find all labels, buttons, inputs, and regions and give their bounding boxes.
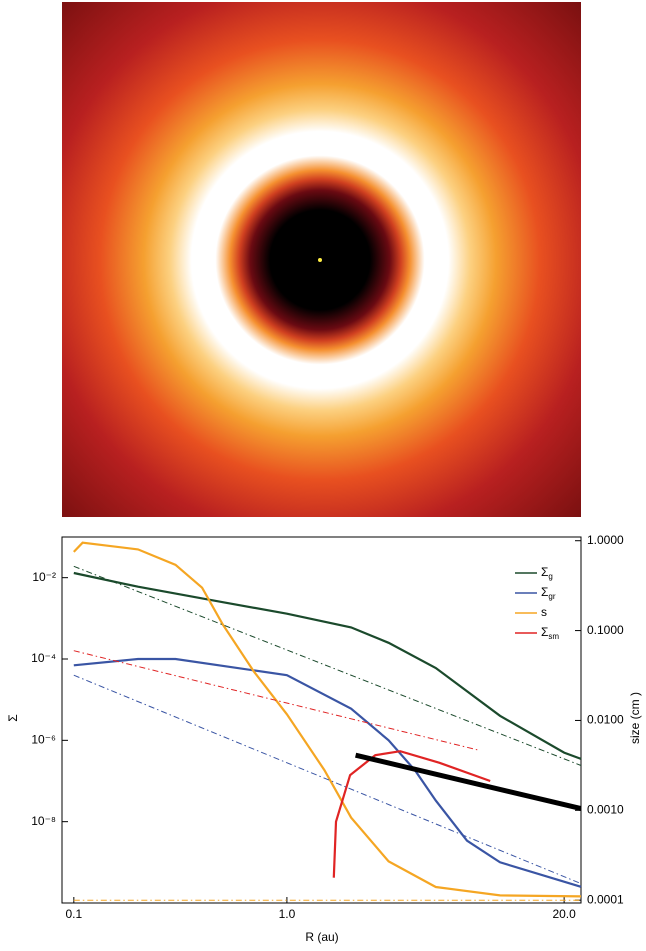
x-tick-label: 20.0 [552,907,576,921]
y-tick-label: 10⁻⁸ [31,814,56,828]
series-line [73,657,582,888]
legend-label: Σgr [541,585,556,601]
x-tick-label: 0.1 [65,907,82,921]
reference-line [73,650,480,751]
y2-tick-label: 0.0100 [587,713,624,727]
legend-label: Σsm [541,625,559,641]
y2-tick-label: 1.0000 [587,533,624,547]
x-tick-label: 1.0 [279,907,296,921]
star [318,258,322,262]
y2-axis-label: size (cm ) [628,692,642,744]
y2-tick-label: 0.0001 [587,892,624,906]
legend-label: s [541,605,547,619]
reference-line [73,565,582,766]
series-line [73,541,582,898]
y2-tick-label: 0.1000 [587,623,624,637]
x-axis-label: R (au) [305,930,338,944]
y-axis-label: Σ [6,714,20,721]
series-line [73,571,582,760]
series-line [332,750,491,878]
legend-label: Σg [541,565,553,581]
y2-tick-label: 0.0010 [587,802,624,816]
reference-line [73,674,582,885]
y-tick-label: 10⁻² [32,570,56,584]
series-line [355,752,582,812]
y-tick-label: 10⁻⁶ [31,733,56,747]
y-tick-label: 10⁻⁴ [31,651,56,665]
